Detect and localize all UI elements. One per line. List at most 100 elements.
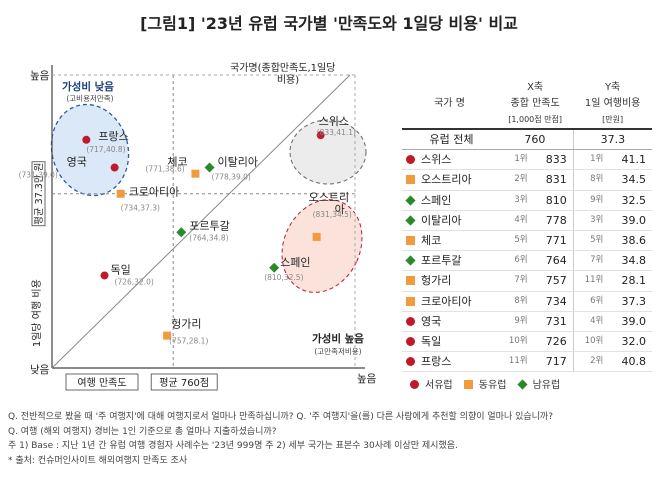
square-marker-icon bbox=[406, 175, 415, 185]
row-x-value: 771 bbox=[530, 230, 574, 252]
row-x-value: 757 bbox=[530, 270, 574, 292]
x-average-label-box bbox=[150, 373, 218, 391]
y-average-label-box bbox=[31, 161, 46, 227]
row-y-value: 41.1 bbox=[606, 149, 652, 171]
legend-item-east: 동유럽 bbox=[463, 380, 506, 391]
high-value-ellipse bbox=[281, 199, 363, 293]
row-x-rank: 1위 bbox=[497, 149, 531, 171]
circle-marker-icon bbox=[410, 380, 419, 389]
row-y-value: 39.0 bbox=[606, 210, 652, 232]
row-country: 크로아티아 bbox=[402, 291, 497, 312]
row-y-value: 37.3 bbox=[606, 291, 652, 312]
square-marker bbox=[116, 189, 125, 198]
row-y-value: 32.0 bbox=[606, 331, 652, 353]
row-country: 독일 bbox=[402, 331, 497, 353]
row-y-value: 28.1 bbox=[606, 270, 652, 292]
axis-low-label: 낮음 bbox=[30, 364, 50, 376]
note-line-2: Q. 여행 (해외 여행지) 경비는 1인 기준으로 총 얼마나 지출하셨습니까… bbox=[8, 426, 277, 437]
legend-item-west: 서유럽 bbox=[410, 380, 453, 391]
table-row: 프랑스 11위 717 2위 40.8 bbox=[402, 351, 652, 373]
note-line-3: 주 1) Base : 지난 1년 간 유럽 여행 경험자 사례수는 '23년 … bbox=[8, 441, 458, 451]
diamond-marker bbox=[269, 262, 280, 273]
data-point: 독일(726,32.0) bbox=[100, 262, 154, 286]
table-row-total: 유럽 전체 760 37.3 bbox=[402, 128, 652, 151]
diamond-marker-icon bbox=[405, 195, 416, 206]
table-header-y-top: Y축 bbox=[604, 82, 621, 93]
diagonal-line bbox=[51, 74, 351, 369]
point-name: 독일 bbox=[111, 262, 131, 276]
row-x-value: 810 bbox=[530, 190, 574, 211]
point-value-label: (734,37.3) bbox=[121, 204, 160, 213]
square-marker bbox=[163, 331, 172, 340]
circle-marker bbox=[316, 131, 325, 140]
data-point: 프랑스 (717,40.8) bbox=[82, 130, 129, 154]
total-x: 760 bbox=[497, 128, 574, 151]
x-axis-high-label: 높음 bbox=[357, 373, 377, 385]
point-value-label: (726,32.0) bbox=[115, 277, 154, 286]
row-x-rank: 7위 bbox=[497, 270, 531, 292]
row-x-value: 833 bbox=[530, 149, 574, 171]
table-row: 체코 5위 771 5위 38.6 bbox=[402, 230, 652, 252]
row-y-rank: 11위 bbox=[572, 270, 607, 292]
row-country: 스페인 bbox=[402, 190, 497, 211]
circle-marker-icon bbox=[406, 155, 415, 165]
table-header-y-mid: 1일 여행비용 bbox=[584, 98, 641, 109]
row-y-rank: 6위 bbox=[572, 291, 607, 312]
point-value-label: (764,34.8) bbox=[189, 233, 228, 242]
low-value-subtitle: (고비용저만족) bbox=[66, 94, 113, 103]
table-row: 독일 10위 726 10위 32.0 bbox=[402, 331, 652, 353]
row-y-rank: 8위 bbox=[572, 169, 607, 191]
row-country: 헝가리 bbox=[402, 270, 497, 292]
circle-marker-icon bbox=[406, 357, 415, 367]
point-value-label: (731,39.0) bbox=[19, 171, 58, 180]
row-x-rank: 8위 bbox=[497, 291, 531, 312]
row-country: 스위스 bbox=[402, 149, 497, 171]
high-value-title: 가성비 높음 bbox=[312, 332, 364, 345]
row-y-value: 39.0 bbox=[606, 311, 652, 333]
high-value-subtitle: (고만족저비용) bbox=[314, 347, 361, 356]
low-value-ellipse bbox=[50, 103, 130, 197]
table-row: 영국 9위 731 4위 39.0 bbox=[402, 311, 652, 333]
y-axis-high-label: 높음 bbox=[30, 70, 50, 82]
x-average-label: 평균 760점 bbox=[159, 377, 209, 389]
point-name: 이탈리아 bbox=[218, 156, 258, 169]
row-y-rank: 2위 bbox=[572, 351, 607, 373]
figure-title: [그림1] '23년 유럽 국가별 '만족도와 1일당 비용' 비교 bbox=[140, 14, 518, 33]
point-value-label: (778,39.0) bbox=[212, 173, 251, 182]
row-country: 프랑스 bbox=[402, 351, 497, 373]
point-name-cont: 아 bbox=[335, 203, 345, 216]
table-row: 이탈리아 4위 778 3위 39.0 bbox=[402, 210, 652, 232]
row-x-rank: 6위 bbox=[497, 250, 531, 272]
row-x-value: 731 bbox=[530, 311, 574, 333]
row-y-rank: 3위 bbox=[572, 210, 607, 232]
total-y: 37.3 bbox=[572, 128, 652, 151]
table-row: 오스트리아 2위 831 8위 34.5 bbox=[402, 169, 652, 191]
data-point: 영국 (731,39.0) bbox=[19, 156, 119, 180]
point-name: 체코 bbox=[167, 156, 187, 169]
row-y-value: 38.6 bbox=[606, 230, 652, 252]
x-axis-label-box bbox=[65, 373, 139, 391]
data-point: 헝가리 (757,28.1) bbox=[163, 318, 208, 346]
circle-marker bbox=[82, 135, 91, 144]
row-y-rank: 1위 bbox=[572, 149, 607, 171]
table-header-x-unit: [1,000점 만점] bbox=[508, 115, 562, 124]
row-y-rank: 5위 bbox=[572, 230, 607, 252]
diamond-marker-icon bbox=[517, 379, 528, 390]
diamond-marker bbox=[176, 227, 187, 238]
switzerland-ellipse bbox=[289, 119, 367, 185]
row-country: 영국 bbox=[402, 311, 497, 333]
square-marker bbox=[191, 169, 200, 178]
note-line-4: * 출처: 컨슈머인사이트 해외여행지 만족도 조사 bbox=[8, 455, 188, 466]
point-name: 스페인 bbox=[280, 256, 310, 269]
point-name: 헝가리 bbox=[171, 318, 201, 331]
data-point: 이탈리아 (778,39.0) bbox=[204, 156, 258, 182]
table-row: 스페인 3위 810 9위 32.5 bbox=[402, 190, 652, 211]
row-x-rank: 9위 bbox=[497, 311, 531, 333]
data-point: 스페인 (810,32.5) bbox=[264, 256, 310, 282]
row-x-value: 726 bbox=[530, 331, 574, 353]
data-point: 오스트리아(831,34.5) bbox=[309, 191, 352, 241]
row-x-rank: 3위 bbox=[497, 190, 531, 211]
data-point: 스위스(833,41.1) bbox=[316, 115, 356, 140]
row-y-value: 34.8 bbox=[606, 250, 652, 272]
